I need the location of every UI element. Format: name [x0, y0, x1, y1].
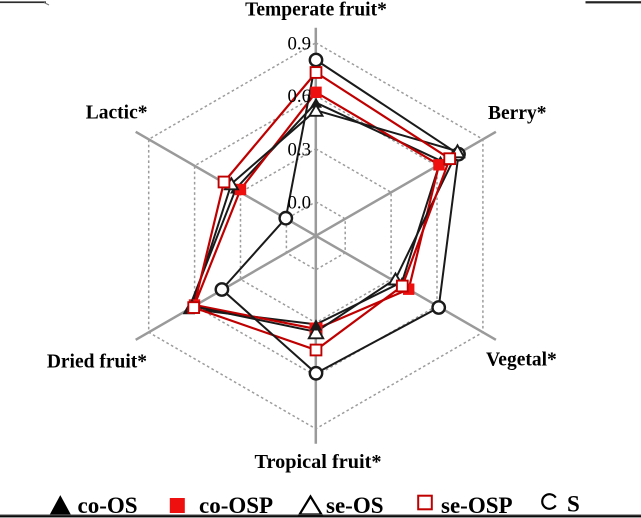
- svg-text:Temperate fruit*: Temperate fruit*: [245, 0, 387, 21]
- svg-text:Tropical fruit*: Tropical fruit*: [254, 451, 381, 473]
- svg-text:se-OS: se-OS: [326, 493, 384, 518]
- svg-text:Lactic*: Lactic*: [86, 103, 148, 124]
- svg-text:Berry*: Berry*: [488, 103, 546, 124]
- svg-text:S: S: [567, 492, 580, 517]
- svg-text:0.6: 0.6: [288, 86, 311, 107]
- svg-text:se-OSP: se-OSP: [441, 493, 513, 518]
- svg-text:Dried fruit*: Dried fruit*: [47, 352, 147, 373]
- svg-text:0.9: 0.9: [288, 33, 311, 54]
- svg-text:co-OS: co-OS: [78, 493, 138, 518]
- svg-text:0.3: 0.3: [288, 139, 311, 160]
- svg-text:co-OSP: co-OSP: [199, 493, 273, 518]
- svg-text:Vegetal*: Vegetal*: [486, 350, 557, 371]
- svg-text:0.0: 0.0: [288, 192, 311, 213]
